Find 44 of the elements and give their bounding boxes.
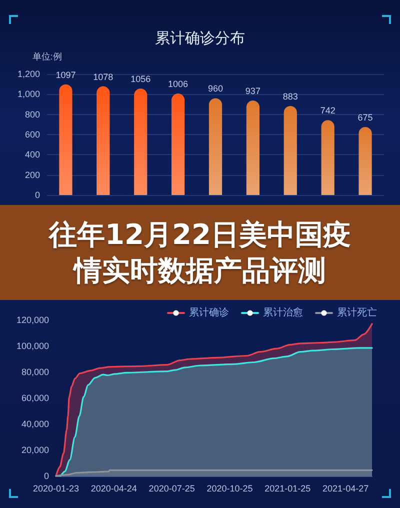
y-axis-title: 单位:例 [32, 52, 62, 62]
data-label: 1056 [130, 74, 151, 84]
bar [96, 86, 110, 195]
x-tick-label: 2020-04-24 [90, 484, 137, 494]
data-label: 742 [320, 106, 336, 116]
bar [246, 100, 260, 195]
data-label: 883 [282, 91, 298, 102]
y-tick-label: 60,000 [21, 393, 49, 403]
data-label: 1078 [93, 72, 114, 82]
y-tick-label: 80,000 [21, 367, 49, 377]
y-tick-label: 0 [34, 190, 40, 200]
y-tick-label: 600 [24, 130, 40, 140]
x-tick-label: 2020-01-23 [32, 484, 80, 494]
y-tick-label: 0 [44, 471, 49, 481]
x-tick-label: 2020-07-25 [148, 484, 195, 494]
data-label: 937 [245, 86, 260, 96]
legend-label: 累计确诊 [189, 306, 229, 318]
y-tick-label: 120,000 [16, 315, 49, 325]
bar [284, 106, 297, 195]
data-label: 1097 [56, 70, 76, 80]
y-tick-label: 100,000 [16, 341, 49, 351]
text: 往年12月22日美中国疫情实时数据产品评测 [47, 216, 352, 288]
x-tick-label: 2021-04-27 [322, 484, 369, 494]
y-tick-label: 40,000 [21, 419, 49, 429]
x-tick-label: 2021-01-25 [264, 484, 311, 494]
bar [134, 88, 148, 195]
bar [59, 84, 72, 195]
bar [172, 94, 185, 195]
legend-label: 累计死亡 [337, 306, 377, 318]
bar [358, 126, 372, 195]
data-label: 960 [208, 84, 224, 94]
bar [321, 120, 334, 195]
data-label: 675 [358, 112, 373, 122]
legend-label: 累计治愈 [263, 306, 303, 318]
y-tick-label: 20,000 [21, 445, 49, 455]
x-tick-label: 2020-10-25 [206, 484, 253, 494]
y-tick-label: 1,000 [17, 89, 40, 100]
y-tick-label: 200 [24, 170, 40, 180]
chart-title: 累计确诊分布 [155, 30, 245, 47]
y-tick-label: 1,200 [17, 69, 40, 79]
y-tick-label: 400 [24, 150, 40, 160]
data-label: 1006 [168, 79, 188, 90]
y-tick-label: 800 [24, 109, 40, 120]
bar [208, 98, 222, 195]
